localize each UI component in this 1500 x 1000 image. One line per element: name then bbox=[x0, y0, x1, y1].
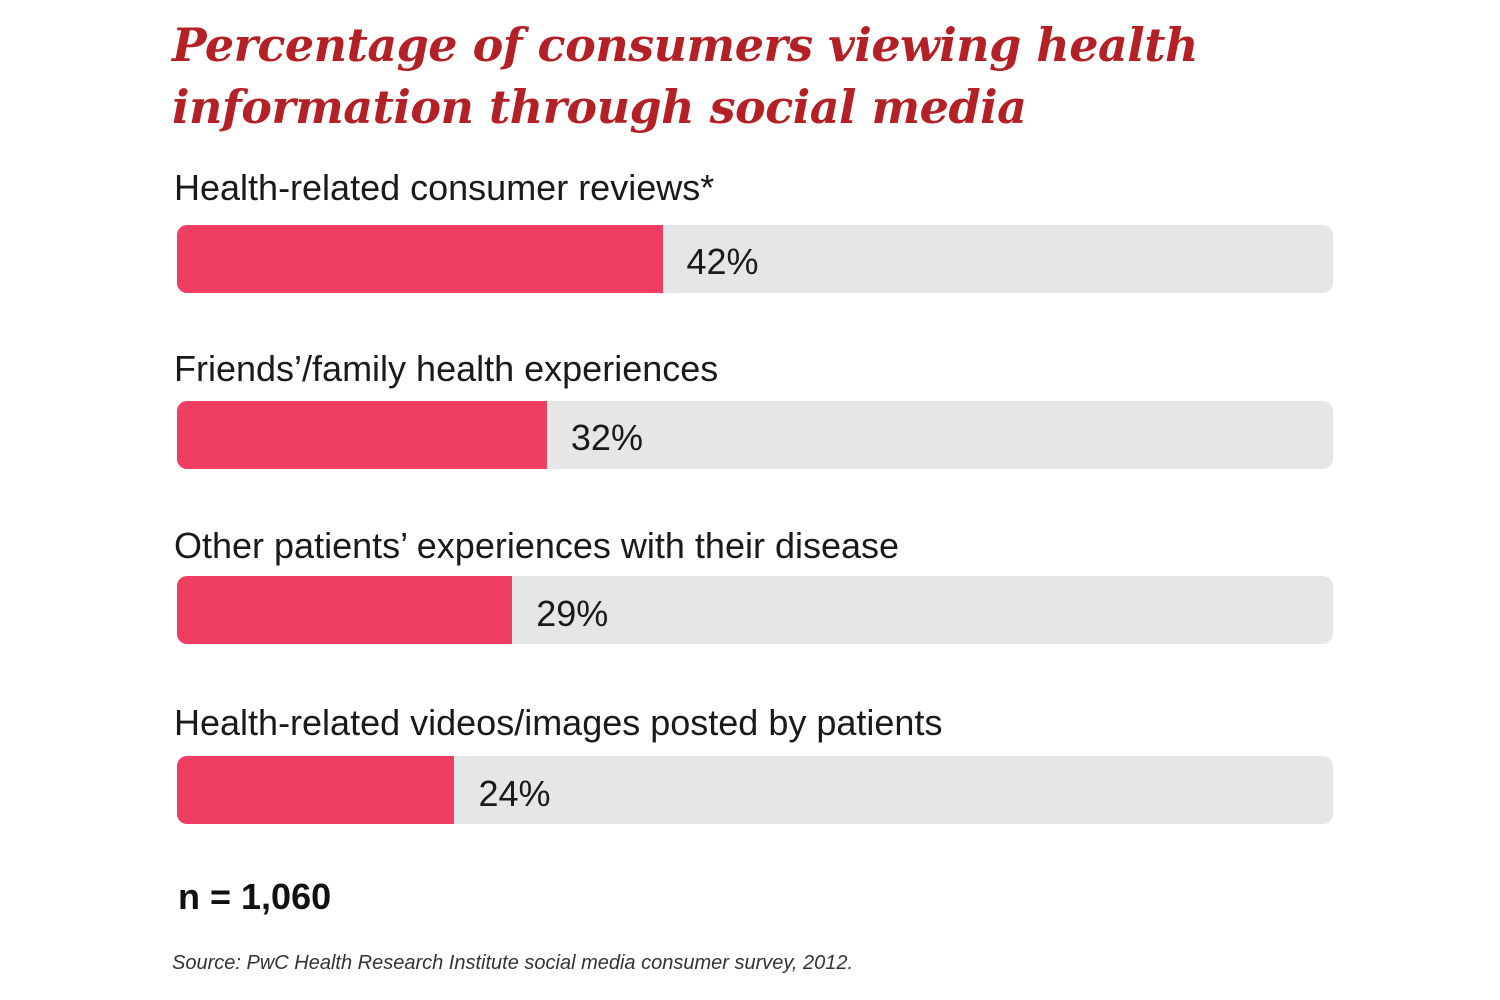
bar-track-friends-family bbox=[177, 401, 1333, 469]
bar-track-other-patients bbox=[177, 576, 1333, 644]
bar-label-other-patients: Other patients’ experiences with their d… bbox=[174, 525, 900, 566]
bar-value-other-patients: 29% bbox=[536, 593, 609, 634]
source-note: Source: PwC Health Research Institute so… bbox=[172, 952, 854, 974]
bar-value-friends-family: 32% bbox=[570, 417, 643, 458]
bar-value-consumer-reviews: 42% bbox=[686, 241, 759, 282]
bar-value-videos-images: 24% bbox=[478, 773, 551, 814]
bar-fill-other-patients bbox=[177, 576, 513, 644]
bar-label-consumer-reviews: Health-related consumer reviews* bbox=[174, 167, 715, 208]
bar-track-videos-images bbox=[177, 756, 1333, 824]
bar-label-friends-family: Friends’/family health experiences bbox=[174, 348, 719, 389]
bar-fill-friends-family bbox=[177, 401, 547, 469]
sample-size: n = 1,060 bbox=[178, 876, 332, 917]
bar-fill-consumer-reviews bbox=[177, 225, 663, 293]
bar-label-videos-images: Health-related videos/images posted by p… bbox=[174, 702, 943, 743]
bar-fill-videos-images bbox=[177, 756, 455, 824]
bar-track-consumer-reviews bbox=[177, 225, 1333, 293]
chart-title: Percentage of consumers viewing health i… bbox=[172, 18, 1198, 134]
